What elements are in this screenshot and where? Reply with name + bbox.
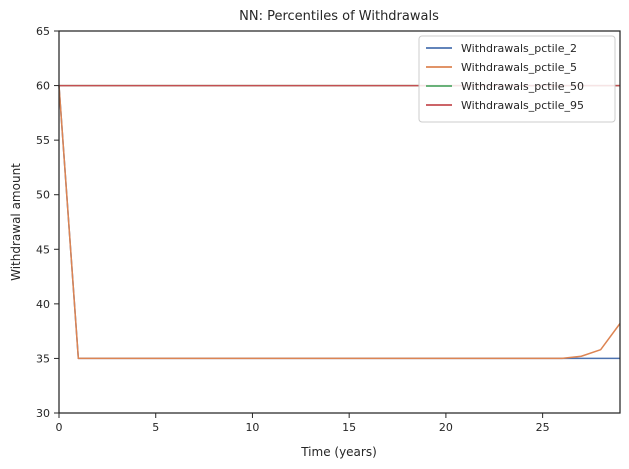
y-axis-title: Withdrawal amount [9,163,23,281]
legend-label-3: Withdrawals_pctile_95 [461,99,584,112]
x-tick-label-0: 0 [56,421,63,434]
y-tick-label-7: 65 [36,25,50,38]
legend-label-1: Withdrawals_pctile_5 [461,61,577,74]
x-tick-label-2: 10 [245,421,259,434]
plot-frame [58,30,621,414]
y-tick-label-2: 40 [36,298,50,311]
x-tick-label-3: 15 [342,421,356,434]
plot-area [58,84,621,360]
legend-label-0: Withdrawals_pctile_2 [461,42,577,55]
y-tick-label-5: 55 [36,134,50,147]
legend: Withdrawals_pctile_2 Withdrawals_pctile_5… [418,35,616,123]
y-tick-label-1: 35 [36,352,50,365]
chart-title: NN: Percentiles of Withdrawals [239,9,439,24]
series-line-1 [58,85,621,360]
series-line-0 [58,85,620,360]
y-tick-label-6: 60 [36,80,50,93]
x-axis-title: Time (years) [300,445,377,459]
x-tick-label-5: 25 [536,421,550,434]
y-tick-label-3: 45 [36,243,50,256]
legend-label-2: Withdrawals_pctile_50 [461,80,584,93]
x-tick-label-4: 20 [439,421,453,434]
x-tick-label-1: 5 [152,421,159,434]
legend-frame [418,35,616,123]
y-tick-label-4: 50 [36,189,50,202]
axis-ticks: 0 5 10 15 20 25 30 35 40 45 50 55 60 65 [36,25,550,434]
y-tick-label-0: 30 [36,407,50,420]
